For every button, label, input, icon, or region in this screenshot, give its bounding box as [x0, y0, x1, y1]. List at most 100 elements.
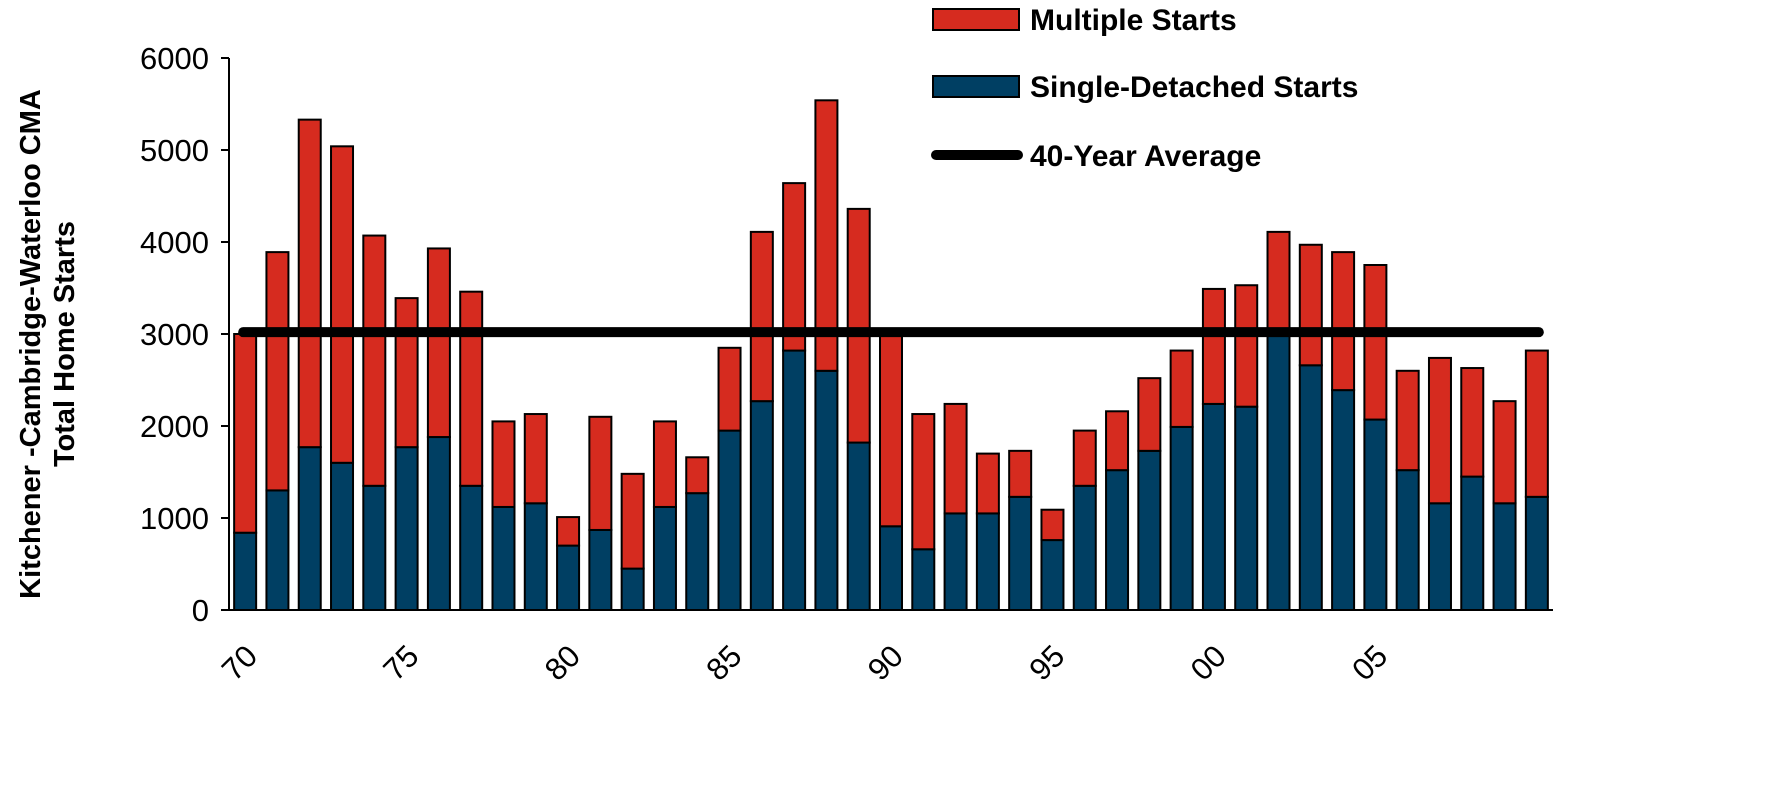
bar-segment [1008, 449, 1033, 498]
bar-segment [1201, 287, 1226, 405]
x-tick-label: 75 [376, 638, 425, 687]
y-tick-label: 6000 [140, 41, 209, 76]
bar-segment [1331, 389, 1356, 611]
bar-segment [814, 99, 839, 372]
legend-swatch [932, 75, 1020, 98]
bar-segment [1395, 369, 1420, 472]
bar-segment [1492, 400, 1517, 505]
bar-segment [1395, 469, 1420, 611]
legend: Multiple Starts Single-Detached Starts 40-… [931, 4, 1358, 173]
bar-segment [1331, 251, 1356, 392]
bar-segment [1169, 425, 1194, 612]
bar-segment [588, 528, 613, 612]
legend-swatch [932, 8, 1020, 31]
bar-segment [1105, 410, 1130, 472]
bar-segment [233, 531, 258, 611]
bar-segment [814, 369, 839, 611]
bar-segment [943, 402, 968, 515]
bar-segment [911, 548, 936, 612]
bar-segment [1524, 495, 1549, 611]
bar-segment [749, 230, 774, 403]
bar-segment [1298, 243, 1323, 367]
legend-label: Multiple Starts [1030, 4, 1237, 37]
bar-segment [362, 234, 387, 487]
bar-segment [1460, 475, 1485, 611]
bar-segment [459, 290, 484, 487]
bar-segment [1363, 418, 1388, 611]
x-tick-label: 90 [861, 638, 910, 687]
bar-segment [265, 489, 290, 611]
bar-segment [1524, 349, 1549, 498]
y-tick-label: 5000 [140, 133, 209, 168]
bar-segment [1266, 333, 1291, 611]
bar-segment [1234, 284, 1259, 408]
x-tick-label: 95 [1022, 638, 1071, 687]
bar-segment [879, 525, 903, 612]
bar-segment [1201, 402, 1226, 612]
bar-segment [975, 452, 1000, 515]
bar-segment [911, 413, 936, 551]
bar-segment [1105, 469, 1130, 611]
bar-segment [394, 297, 419, 449]
x-tick-label: 85 [699, 638, 748, 687]
bar-segment [652, 420, 677, 508]
bar-segment [1460, 367, 1485, 478]
bar-segment [685, 456, 710, 495]
bar-segment [556, 544, 581, 611]
bar-segment [782, 349, 807, 611]
bar-segment [491, 420, 516, 508]
bar-segment [717, 429, 742, 611]
y-tick-label: 1000 [140, 501, 209, 536]
bar-segment [846, 441, 871, 611]
bar-segment [459, 484, 484, 611]
bar-segment [330, 461, 355, 611]
bar-segment [297, 446, 322, 611]
bar-segment [394, 446, 419, 611]
bar-segment [1008, 495, 1033, 611]
bar-segment [620, 472, 645, 570]
bar-segment [1040, 539, 1065, 612]
bar-segment [749, 400, 774, 611]
y-axis-label: Kitchener -Cambridge-Waterloo CMA [15, 89, 47, 599]
x-tick-label: 05 [1345, 638, 1394, 687]
bar-segment [1492, 502, 1517, 611]
bar-segment [1234, 405, 1259, 611]
y-tick-label: 3000 [140, 317, 209, 352]
bar-segment [685, 492, 710, 611]
bar-segment [1298, 364, 1323, 611]
bar-segment [652, 505, 677, 611]
bar-segment [1137, 449, 1162, 611]
bar-segment [523, 413, 548, 505]
bar-segment [1072, 429, 1097, 487]
bar-segment [265, 251, 290, 492]
bar-segment [491, 505, 516, 611]
bar-segment [717, 346, 742, 432]
bar-segment [1427, 356, 1452, 505]
bar-segment [426, 436, 451, 612]
bar-segment [879, 334, 903, 528]
legend-label: Single-Detached Starts [1030, 71, 1358, 104]
bar-segment [846, 207, 871, 444]
bar-segment [233, 333, 258, 534]
bar-segment [297, 118, 322, 449]
bar-segment [943, 512, 968, 612]
bar-segment [1363, 264, 1388, 421]
bar-segment [1040, 508, 1065, 542]
bar-segment [330, 145, 355, 464]
bar-segment [620, 567, 645, 611]
bar-segment [588, 415, 613, 531]
bar-segment [1137, 377, 1162, 452]
bar-segment [556, 516, 581, 547]
bar-segment [782, 182, 807, 352]
y-tick-label: 4000 [140, 225, 209, 260]
y-axis-label: Total Home Starts [49, 221, 81, 467]
bar-segment [426, 247, 451, 439]
bar-segment [523, 502, 548, 611]
bar-segment [1169, 349, 1194, 428]
legend-label: 40-Year Average [1030, 140, 1261, 173]
bar-segment [1266, 230, 1291, 336]
bar-segment [1427, 502, 1452, 611]
x-tick-label: 80 [538, 638, 587, 687]
bar-segment [1072, 484, 1097, 611]
